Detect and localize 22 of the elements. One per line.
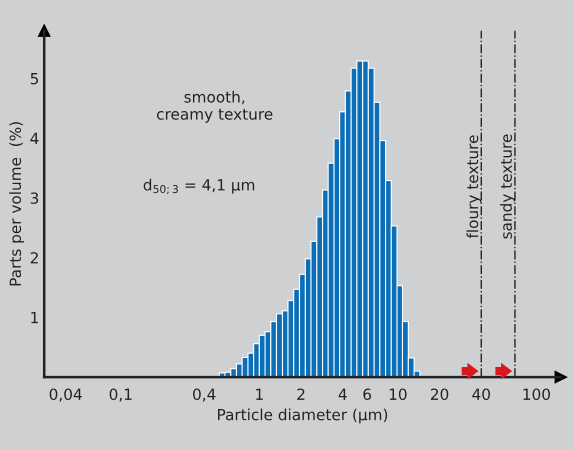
ref-line-label: sandy texture xyxy=(500,134,515,239)
y-tick-label: 2 xyxy=(30,252,38,264)
x-tick-label: 6 xyxy=(363,388,372,400)
y-tick-label: 4 xyxy=(30,132,38,144)
x-tick-label: 0,1 xyxy=(110,388,132,402)
y-tick-label: 1 xyxy=(31,312,38,324)
x-tick-label: 100 xyxy=(524,388,550,400)
x-tick-label: 2 xyxy=(297,388,304,400)
annotation: d$_{50;3}$ = 4,1 µm xyxy=(144,178,254,194)
x-tick-label: 0,04 xyxy=(50,388,82,402)
annotation: smooth, creamy texture xyxy=(156,90,272,123)
y-tick-label: 5 xyxy=(30,73,38,84)
x-tick-label: 40 xyxy=(472,388,490,400)
x-tick-label: 20 xyxy=(430,388,448,400)
y-tick-label: 3 xyxy=(30,192,38,204)
x-tick-label: 0,4 xyxy=(193,388,216,402)
x-tick-label: 10 xyxy=(390,388,407,400)
ref-line-label: floury texture xyxy=(466,135,482,238)
x-tick-label: 4 xyxy=(338,388,347,400)
y-axis-title: Parts per volume (%) xyxy=(9,122,24,286)
x-axis-title: Particle diameter (µm) xyxy=(218,408,388,424)
x-tick-label: 1 xyxy=(256,388,263,400)
